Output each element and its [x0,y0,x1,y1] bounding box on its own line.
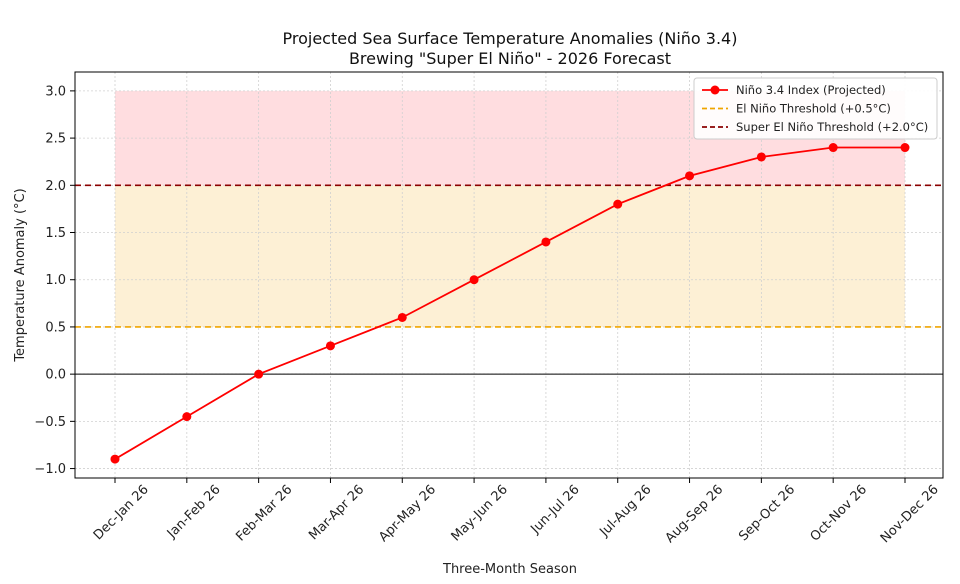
data-point-10 [828,143,838,153]
data-point-8 [685,171,695,181]
x-tick-label-9: Sep-Oct 26 [736,482,798,544]
data-point-7 [613,199,623,209]
x-axis-label: Three-Month Season [442,562,577,577]
legend-label-2: Super El Niño Threshold (+2.0°C) [736,120,928,134]
y-tick-label-0: −1.0 [34,462,66,477]
chart-title: Projected Sea Surface Temperature Anomal… [283,29,738,48]
x-tick-label-1: Jan-Feb 26 [164,482,224,542]
y-tick-label-1: −0.5 [34,415,66,430]
data-point-2 [254,369,264,379]
data-point-5 [469,275,479,285]
y-tick-label-7: 2.5 [45,132,66,147]
data-point-1 [182,412,192,422]
x-tick-label-8: Aug-Sep 26 [663,482,727,546]
plot-frame [74,71,944,479]
x-tick-label-6: Jun-Jul 26 [528,482,583,537]
series-line-0 [114,146,905,460]
legend-label-0: Niño 3.4 Index (Projected) [736,83,886,97]
chart-subtitle: Brewing "Super El Niño" - 2026 Forecast [349,49,671,68]
y-tick-label-6: 2.0 [45,179,66,194]
legend-label-1: El Niño Threshold (+0.5°C) [736,102,891,116]
data-point-0 [110,454,120,464]
y-tick-label-2: 0.0 [45,368,66,383]
x-tick-label-10: Oct-Nov 26 [808,482,870,544]
x-tick-label-0: Dec-Jan 26 [91,482,152,543]
legend: Niño 3.4 Index (Projected) El Niño Thresh… [693,77,938,140]
x-tick-label-11: Nov-Dec 26 [878,482,942,546]
x-tick-label-7: Jul-Aug 26 [596,482,654,540]
x-tick-label-4: Apr-May 26 [376,482,439,545]
data-point-11 [900,143,910,153]
legend-box [693,77,938,140]
y-tick-label-3: 0.5 [45,320,66,335]
x-tick-label-5: May-Jun 26 [449,482,511,544]
data-point-4 [397,312,407,322]
shaded-band-0 [115,185,905,327]
y-tick-label-5: 1.5 [45,226,66,241]
y-axis-label: Temperature Anomaly (°C) [13,188,28,362]
y-tick-label-8: 3.0 [45,84,66,99]
y-tick-label-4: 1.0 [45,273,66,288]
data-point-6 [541,237,551,247]
data-point-3 [325,341,335,351]
legend-marker-0 [710,85,720,95]
x-tick-label-3: Mar-Apr 26 [306,482,367,543]
x-tick-label-2: Feb-Mar 26 [233,482,295,544]
data-point-9 [756,152,766,162]
